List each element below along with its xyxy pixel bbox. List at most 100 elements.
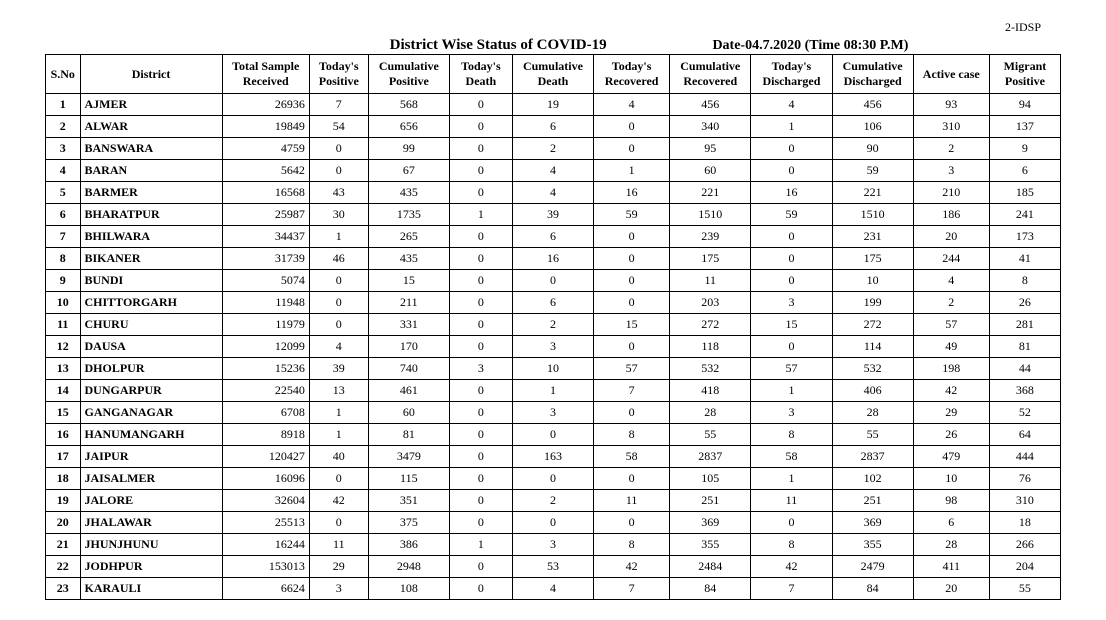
cell: 29	[913, 402, 989, 424]
cell: 3	[751, 402, 832, 424]
cell: 444	[989, 446, 1060, 468]
cell: 0	[309, 314, 368, 336]
cell: 3479	[368, 446, 449, 468]
table-row: 1AJMER269367568019445644569394	[46, 94, 1061, 116]
cell: 11	[46, 314, 81, 336]
cell: 0	[512, 424, 593, 446]
table-row: 2ALWAR19849546560603401106310137	[46, 116, 1061, 138]
cell: 39	[309, 358, 368, 380]
cell: CHURU	[80, 314, 222, 336]
cell: 435	[368, 248, 449, 270]
cell: 0	[449, 512, 512, 534]
cell: 7	[751, 578, 832, 600]
table-row: 7BHILWARA344371265060239023120173	[46, 226, 1061, 248]
cell: 34437	[222, 226, 309, 248]
cell: 12	[46, 336, 81, 358]
title-row: District Wise Status of COVID-19 Date-04…	[45, 37, 1061, 54]
cell: 26	[913, 424, 989, 446]
cell: 8	[46, 248, 81, 270]
cell: JALORE	[80, 490, 222, 512]
cell: 18	[46, 468, 81, 490]
cell: 0	[449, 336, 512, 358]
cell: 163	[512, 446, 593, 468]
cell: BANSWARA	[80, 138, 222, 160]
cell: JAIPUR	[80, 446, 222, 468]
cell: 44	[989, 358, 1060, 380]
cell: 4	[913, 270, 989, 292]
cell: 0	[309, 468, 368, 490]
cell: 16568	[222, 182, 309, 204]
cell: 53	[512, 556, 593, 578]
cell: 175	[670, 248, 751, 270]
cell: 55	[670, 424, 751, 446]
cell: 251	[832, 490, 913, 512]
cell: 568	[368, 94, 449, 116]
cell: 221	[670, 182, 751, 204]
cell: 406	[832, 380, 913, 402]
cell: 26	[989, 292, 1060, 314]
cell: 4	[512, 160, 593, 182]
cell: 210	[913, 182, 989, 204]
cell: 5	[46, 182, 81, 204]
cell: 94	[989, 94, 1060, 116]
cell: 52	[989, 402, 1060, 424]
cell: 7	[594, 578, 670, 600]
cell: 185	[989, 182, 1060, 204]
cell: 84	[832, 578, 913, 600]
cell: BHILWARA	[80, 226, 222, 248]
cell: 656	[368, 116, 449, 138]
cell: 461	[368, 380, 449, 402]
cell: 0	[309, 292, 368, 314]
col-header: S.No	[46, 55, 81, 94]
cell: 272	[670, 314, 751, 336]
table-row: 13DHOLPUR1523639740310575325753219844	[46, 358, 1061, 380]
cell: 8918	[222, 424, 309, 446]
cell: 106	[832, 116, 913, 138]
table-row: 3BANSWARA47590990209509029	[46, 138, 1061, 160]
table-row: 9BUNDI50740150001101048	[46, 270, 1061, 292]
cell: 28	[670, 402, 751, 424]
cell: 1	[751, 468, 832, 490]
cell: 0	[449, 116, 512, 138]
cell: 418	[670, 380, 751, 402]
cell: 355	[670, 534, 751, 556]
cell: 11	[751, 490, 832, 512]
cell: 25987	[222, 204, 309, 226]
cell: 1	[751, 380, 832, 402]
cell: 2	[913, 292, 989, 314]
cell: 2	[913, 138, 989, 160]
cell: 0	[594, 512, 670, 534]
cell: 60	[368, 402, 449, 424]
cell: 532	[832, 358, 913, 380]
cell: 8	[751, 424, 832, 446]
cell: 0	[751, 226, 832, 248]
col-header: CumulativeRecovered	[670, 55, 751, 94]
cell: 0	[751, 336, 832, 358]
col-header: Today'sPositive	[309, 55, 368, 94]
cell: 42	[309, 490, 368, 512]
cell: 59	[594, 204, 670, 226]
cell: 57	[594, 358, 670, 380]
cell: 0	[449, 578, 512, 600]
cell: 23	[46, 578, 81, 600]
cell: 8	[751, 534, 832, 556]
cell: 0	[449, 424, 512, 446]
cell: 331	[368, 314, 449, 336]
cell: 3	[309, 578, 368, 600]
cell: 8	[989, 270, 1060, 292]
cell: 1	[309, 424, 368, 446]
cell: 203	[670, 292, 751, 314]
cell: 2479	[832, 556, 913, 578]
cell: 244	[913, 248, 989, 270]
cell: 59	[832, 160, 913, 182]
cell: 99	[368, 138, 449, 160]
cell: 20	[913, 226, 989, 248]
cell: 10	[832, 270, 913, 292]
cell: 2	[512, 490, 593, 512]
cell: 7	[594, 380, 670, 402]
cell: 13	[309, 380, 368, 402]
cell: 0	[594, 270, 670, 292]
cell: 0	[449, 160, 512, 182]
cell: 221	[832, 182, 913, 204]
cell: 0	[309, 512, 368, 534]
